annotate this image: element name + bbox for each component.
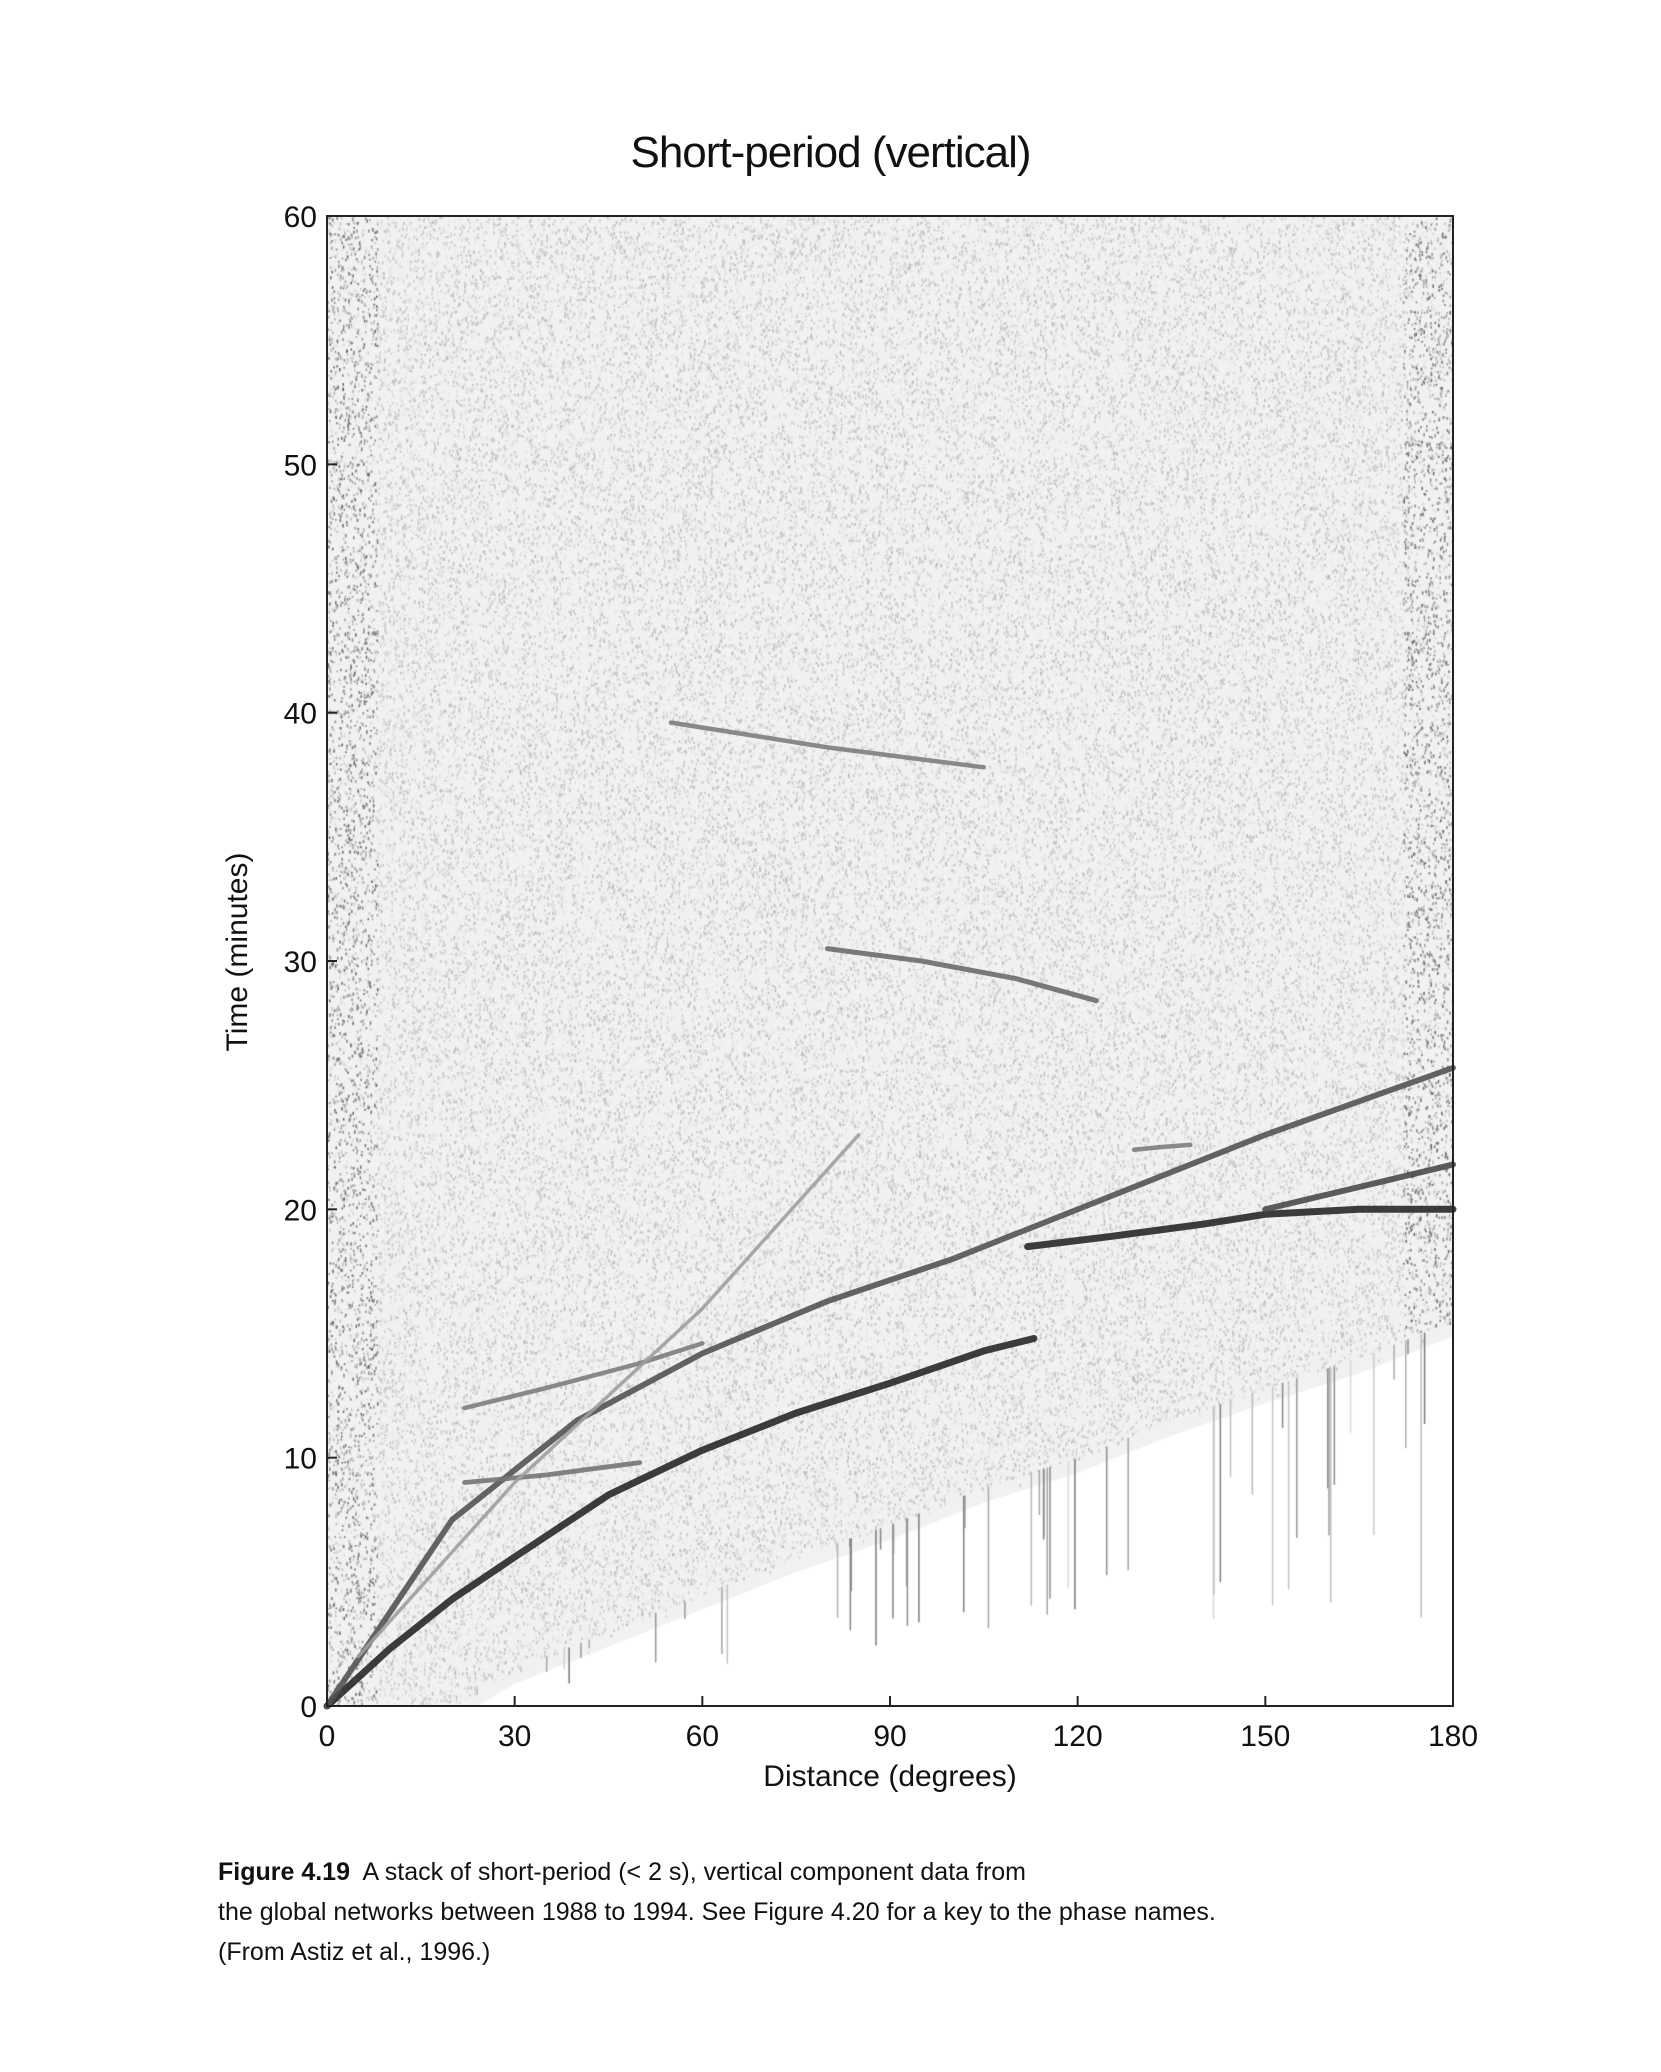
x-tick-label: 0 [319,1720,336,1753]
phase-trace-5 [462,1460,643,1485]
caption-line-1: A stack of short-period (< 2 s), vertica… [362,1858,1027,1886]
caption-line-3: (From Astiz et al., 1996.) [218,1938,491,1966]
y-tick-label: 20 [284,1194,317,1227]
phase-trace-4 [462,1341,705,1411]
phase-trace-8 [668,720,987,770]
y-tick-label: 40 [284,698,317,731]
figure-caption: Figure 4.19 A stack of short-period (< 2… [218,1852,1418,1972]
phase-trace-7 [824,946,1099,1004]
phase-trace-1 [1024,1205,1457,1251]
y-tick-label: 10 [284,1443,317,1476]
y-tick-label: 0 [300,1691,317,1724]
x-axis-label: Distance (degrees) [763,1760,1017,1793]
x-tick-label: 150 [1240,1720,1290,1753]
x-tick-label: 180 [1428,1720,1478,1753]
caption-line-2: the global networks between 1988 to 1994… [218,1898,1216,1926]
phase-trace-0 [323,1335,1038,1710]
phase-trace-3 [1262,1161,1456,1213]
x-tick-label: 120 [1053,1720,1103,1753]
y-tick-label: 60 [284,201,317,234]
x-tick-label: 60 [686,1720,719,1753]
phase-trace-6 [356,1133,861,1659]
chart-title: Short-period (vertical) [630,128,1031,177]
y-axis-label: Time (minutes) [221,852,254,1052]
phase-trace-9 [1131,1142,1193,1152]
caption-label: Figure 4.19 [218,1858,350,1886]
y-tick-label: 30 [284,946,317,979]
seismogram-stack-image [327,216,1453,1706]
phase-trace-2 [324,1064,1456,1709]
x-tick-label: 30 [498,1720,531,1753]
y-tick-label: 50 [284,449,317,482]
x-tick-label: 90 [873,1720,906,1753]
